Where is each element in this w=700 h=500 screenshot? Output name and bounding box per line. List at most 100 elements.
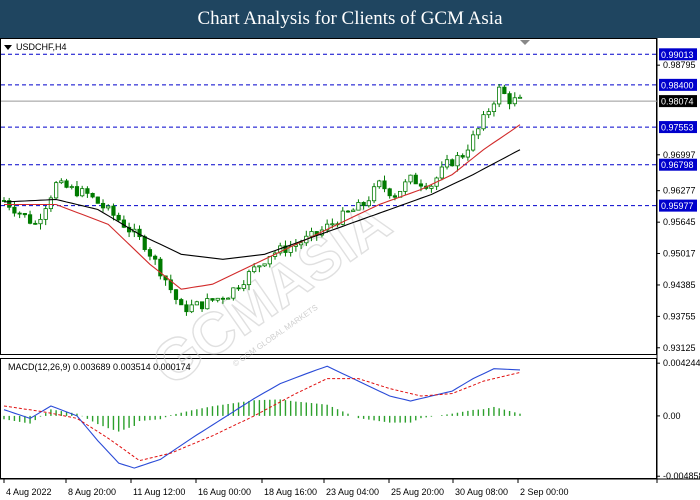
candle-body	[33, 222, 38, 225]
candle-body	[366, 200, 371, 207]
candle-body	[59, 180, 64, 184]
candle-body	[325, 223, 330, 231]
candle-body	[116, 214, 121, 221]
time-tick-label: 30 Aug 08:00	[455, 487, 508, 497]
candle-body	[74, 186, 80, 197]
level-label: 0.96798	[661, 160, 694, 170]
candle-body	[90, 192, 95, 198]
header-title: Chart Analysis for Clients of GCM Asia	[197, 8, 503, 29]
level-box	[659, 78, 697, 91]
chart-area: GCMASIA © GCM GLOBAL MARKETS 0.987950.96…	[0, 38, 700, 497]
candle-body	[361, 202, 366, 207]
candle-body	[215, 297, 220, 301]
candle-body	[351, 209, 356, 212]
candle-body	[470, 134, 476, 151]
candle-body	[48, 197, 54, 210]
level-box	[659, 121, 697, 134]
candle-body	[189, 304, 194, 313]
candle-body	[22, 213, 27, 216]
candle-body	[356, 202, 361, 211]
candle-body	[64, 180, 69, 188]
candle-body	[231, 287, 236, 299]
price-tick-label: 0.96997	[663, 150, 696, 160]
candle-body	[298, 242, 304, 246]
candle-body	[497, 86, 502, 105]
candle-body	[450, 159, 455, 167]
candle-body	[246, 271, 252, 286]
level-label: 0.99013	[661, 50, 694, 60]
candle-body	[476, 128, 481, 136]
macd-label: MACD(12,26,9) 0.003689 0.003514 0.000174	[8, 362, 191, 372]
time-tick-label: 11 Aug 12:00	[133, 487, 185, 497]
candle-body	[95, 196, 100, 204]
candle-body	[408, 174, 413, 183]
candle-body	[100, 202, 106, 209]
macd-panel-frame	[0, 358, 657, 479]
time-tick-label: 18 Aug 16:00	[264, 487, 317, 497]
candle-body	[199, 301, 205, 310]
candle-body	[12, 206, 17, 214]
candle-body	[226, 297, 231, 300]
candle-body	[168, 279, 173, 291]
candle-body	[106, 205, 111, 209]
candle-body	[194, 301, 199, 306]
level-label: 0.95977	[661, 201, 694, 211]
symbol-dropdown-icon[interactable]	[4, 45, 12, 50]
macd-tick-label: -0.004858	[663, 471, 700, 481]
macd-tick-label: 0.004244	[663, 358, 700, 368]
candle-body	[7, 200, 12, 208]
price-tick-label: 0.93125	[663, 343, 696, 353]
candle-body	[210, 298, 215, 301]
candle-body	[220, 297, 226, 300]
candle-body	[517, 96, 523, 99]
candle-body	[43, 208, 48, 220]
candle-body	[80, 188, 85, 197]
level-label: 0.98400	[661, 80, 694, 90]
level-box	[659, 158, 697, 171]
macd-tick-label: 0.00	[663, 411, 681, 421]
candle-body	[252, 266, 257, 273]
candle-body	[85, 188, 90, 194]
axis-labels-layer: 0.98795 0.96997 0.96277 0.95645 0.95017 0.943…	[3, 48, 700, 497]
candle-body	[54, 182, 59, 199]
candle-body	[153, 255, 158, 260]
candle-body	[147, 249, 153, 257]
current-price-box	[659, 95, 697, 108]
candle-body	[512, 97, 517, 105]
candle-body	[491, 103, 497, 112]
candle-body	[173, 289, 179, 300]
candle-body	[502, 86, 507, 95]
candle-body	[413, 174, 418, 185]
level-box	[659, 199, 697, 212]
macd-series-layer	[3, 365, 521, 469]
price-tick-label: 0.96277	[663, 186, 696, 196]
chart-shift-marker-icon[interactable]	[520, 40, 530, 45]
price-tick-label: 0.98795	[663, 60, 696, 70]
candle-body	[142, 236, 147, 250]
candle-body	[403, 181, 408, 192]
candle-body	[465, 149, 470, 158]
price-tick-label: 0.94385	[663, 280, 696, 290]
time-tick-label: 4 Aug 2022	[6, 487, 52, 497]
candle-body	[392, 195, 398, 198]
candle-body	[330, 223, 335, 226]
time-tick-label: 8 Aug 20:00	[68, 487, 116, 497]
candle-body	[179, 299, 184, 306]
candle-body	[69, 186, 74, 188]
candle-body	[371, 186, 377, 202]
price-tick-label: 0.95645	[663, 217, 696, 227]
price-panel-frame	[0, 38, 657, 355]
level-label: 0.97553	[661, 123, 694, 133]
candle-body	[27, 214, 33, 224]
candle-body	[439, 166, 444, 179]
candle-body	[111, 205, 116, 216]
candle-body	[309, 231, 314, 237]
candle-body	[429, 185, 434, 189]
time-tick-label: 25 Aug 20:00	[391, 487, 444, 497]
current-price-label: 0.98074	[661, 97, 694, 107]
candle-body	[460, 155, 465, 158]
candle-body	[184, 304, 189, 313]
chart-header: Chart Analysis for Clients of GCM Asia	[0, 0, 700, 38]
symbol-label: USDCHF,H4	[16, 42, 67, 52]
time-tick-label: 23 Aug 04:00	[326, 487, 379, 497]
